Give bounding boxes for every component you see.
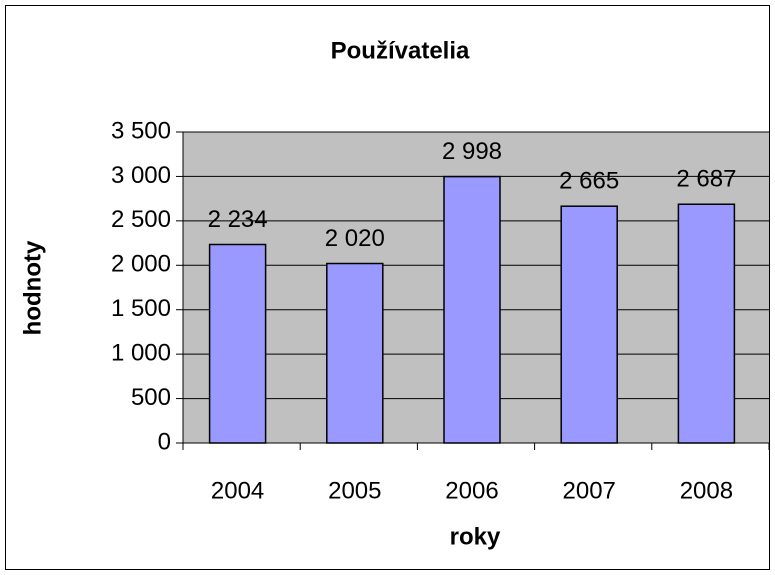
y-axis-label: hodnoty [19,240,46,335]
x-axis-label: roky [450,523,501,550]
y-tick-label: 1 500 [111,295,171,322]
data-label: 2 020 [325,225,385,252]
data-label: 2 687 [676,166,736,193]
bar [560,205,618,444]
x-tick-label: 2005 [328,477,381,504]
x-tick-label: 2007 [563,477,616,504]
bar [208,243,267,444]
bar [677,203,736,444]
chart-title: Používatelia [331,37,470,64]
y-tick-label: 1 000 [111,339,171,366]
bar [326,262,384,444]
x-tick-label: 2006 [445,477,498,504]
y-tick-label: 0 [158,428,171,455]
bar [443,175,501,444]
y-tick-label: 3 000 [111,162,171,189]
data-label: 2 998 [442,138,502,165]
x-tick-label: 2008 [680,477,733,504]
data-label: 2 234 [208,206,268,233]
y-tick-label: 2 500 [111,206,171,233]
y-tick-label: 2 000 [111,251,171,278]
y-tick-label: 3 500 [111,117,171,144]
x-tick-label: 2004 [211,477,264,504]
y-tick-label: 500 [131,384,171,411]
data-label: 2 665 [559,168,619,195]
